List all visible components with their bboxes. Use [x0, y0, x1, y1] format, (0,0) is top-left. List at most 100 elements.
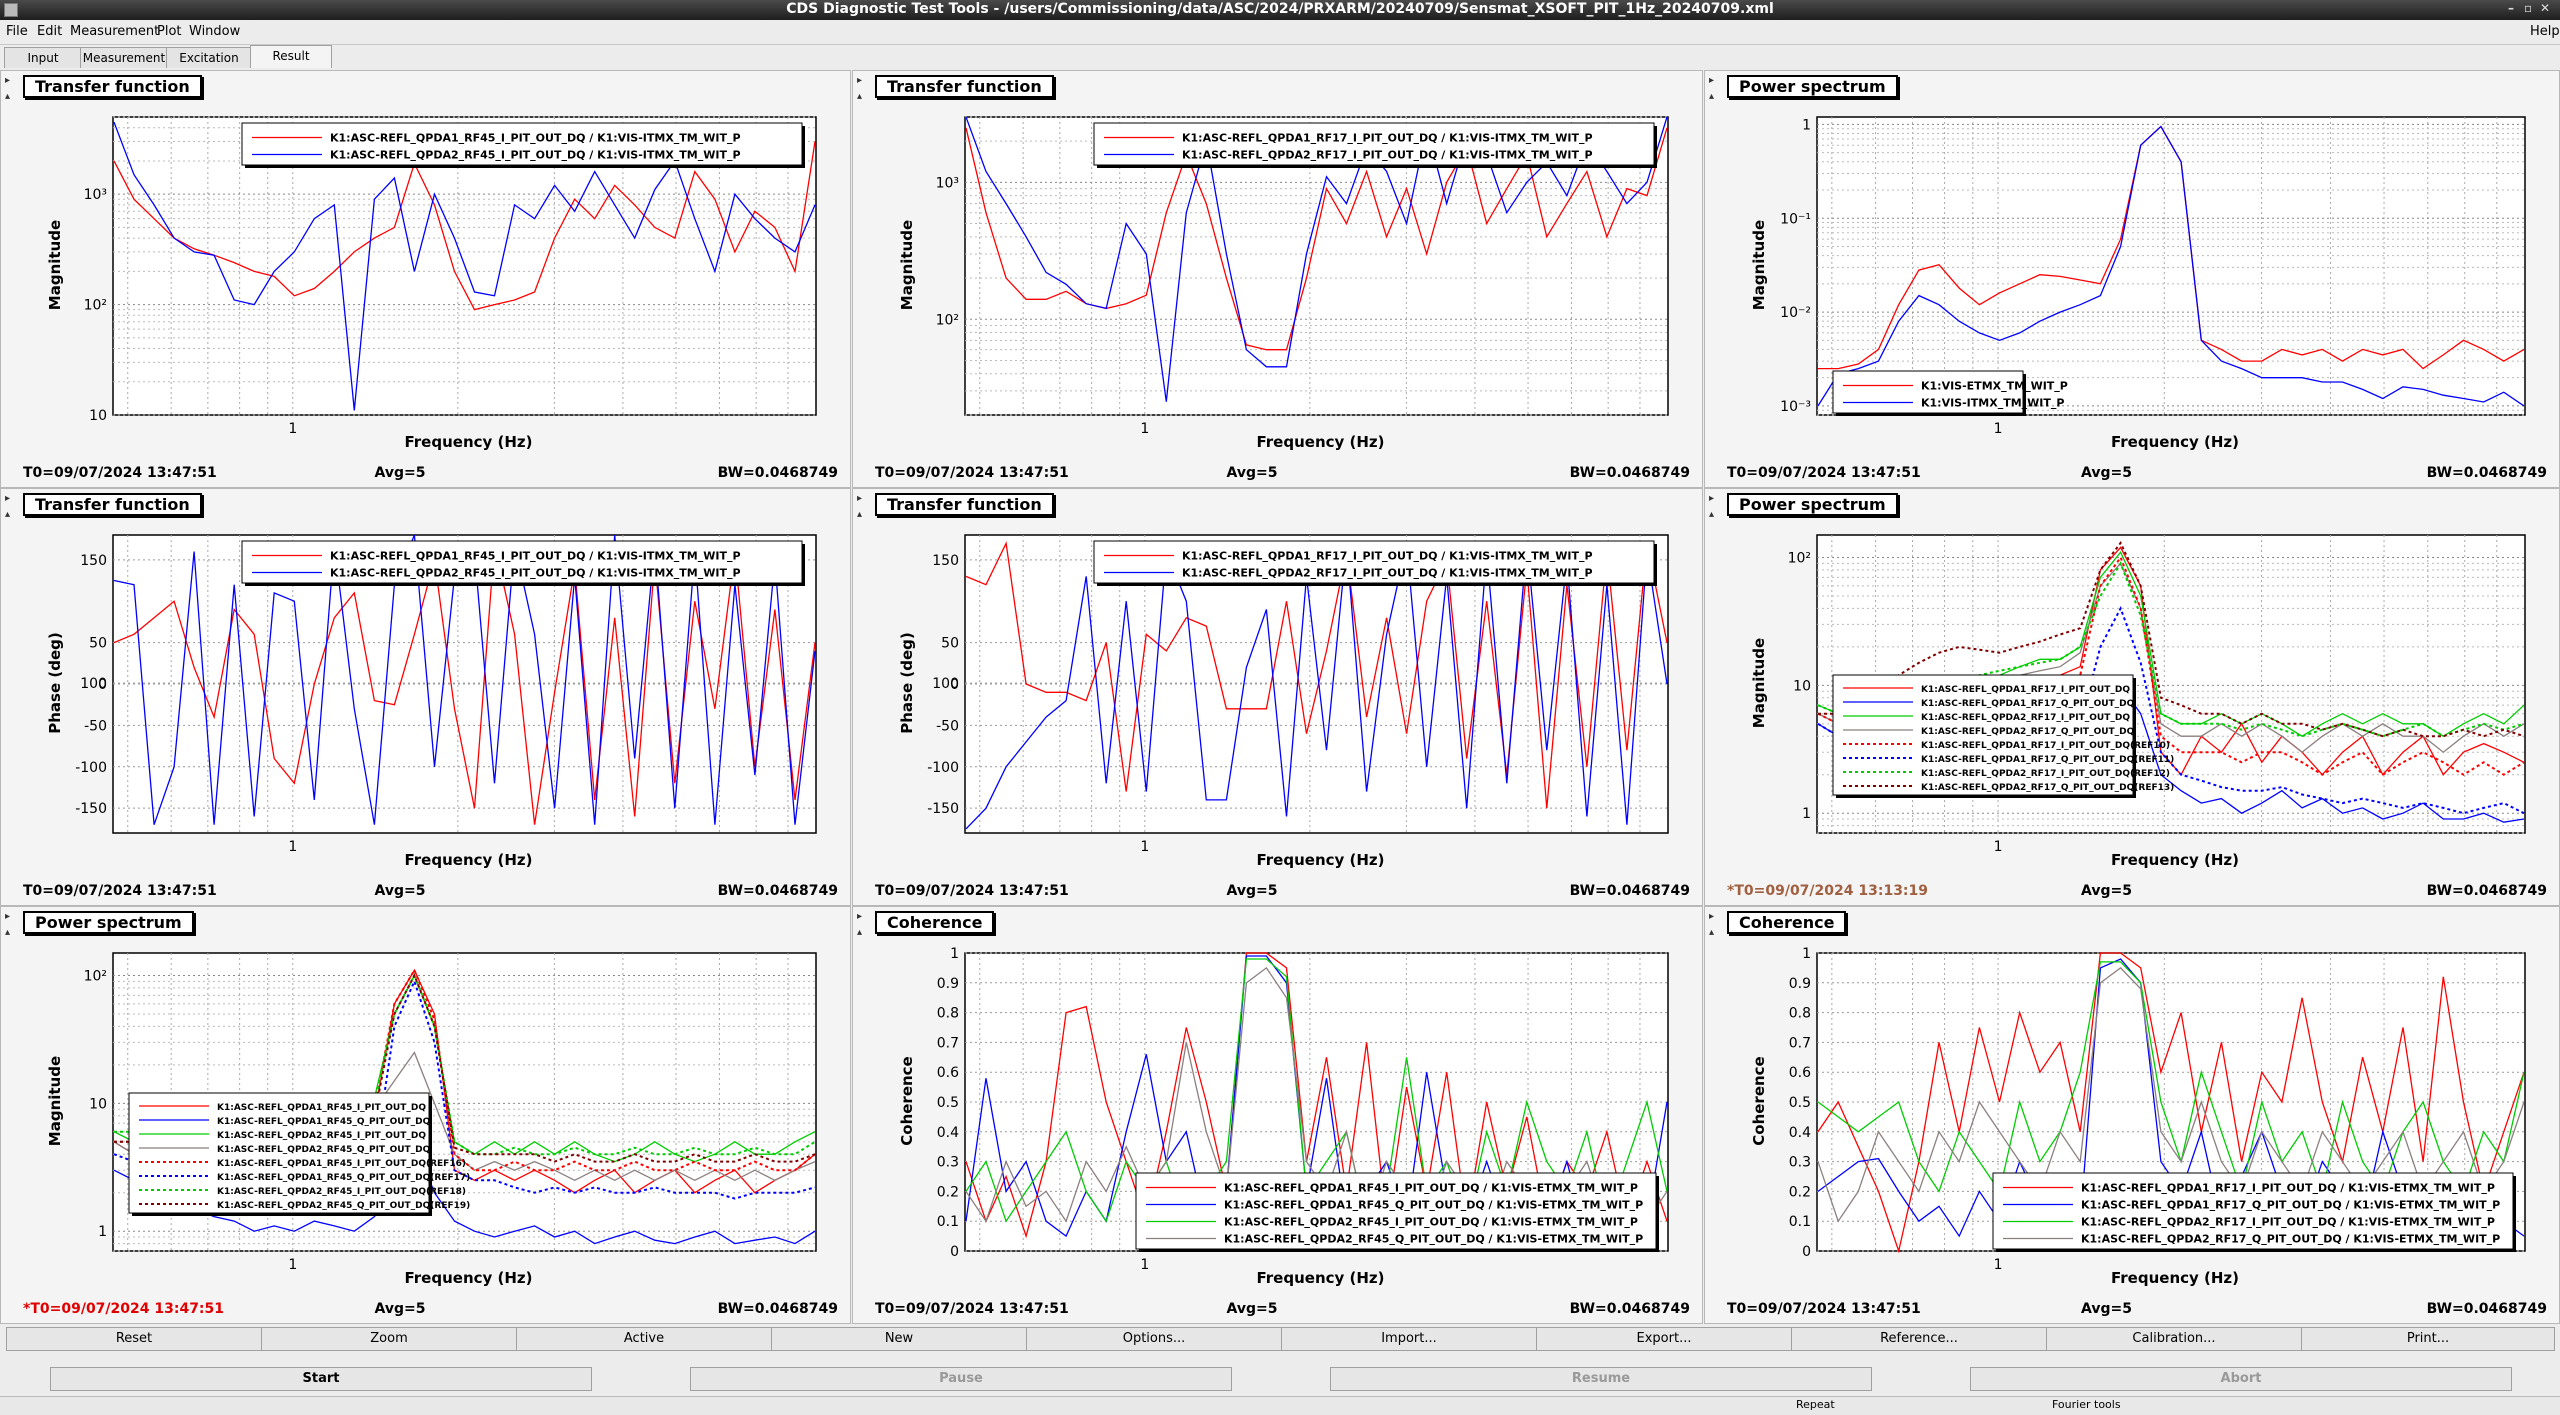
plot-area[interactable]: 150 100 50 0 -50 -100 -150 1 K1:ASC-REFL_QPDA1_R… — [75, 534, 817, 855]
maximize-icon[interactable]: ▫ — [2524, 1, 2533, 15]
collapse-arrow-icon[interactable]: ▴ — [857, 509, 863, 520]
legend-entry: K1:ASC-REFL_QPDA2_RF45_Q_PIT_OUT_DQ / K1… — [1224, 1233, 1643, 1246]
average-count-label: Avg=5 — [374, 465, 426, 481]
start-button[interactable]: Start — [50, 1367, 592, 1391]
average-count-label: Avg=5 — [1226, 465, 1278, 481]
plot-panel-9[interactable]: Coherence ▸ ▴ Coherence Frequency (Hz) T0=09/… — [1704, 906, 2560, 1324]
collapse-arrow-icon[interactable]: ▴ — [1709, 927, 1715, 938]
legend-entry: K1:VIS-ITMX_TM_WIT_P — [1921, 397, 2064, 410]
expand-arrow-icon[interactable]: ▸ — [857, 493, 863, 504]
collapse-arrow-icon[interactable]: ▴ — [857, 91, 863, 102]
y-tick-label: -150 — [927, 801, 959, 817]
collapse-arrow-icon[interactable]: ▴ — [857, 927, 863, 938]
plot-panel-7[interactable]: Power spectrum ▸ ▴ Magnitude Frequency (Hz) *… — [0, 906, 851, 1324]
plot-area[interactable]: 10 10² 10³ 1 K1:ASC-REFL_QPDA1_RF45_I_PIT_OU… — [84, 116, 817, 437]
y-tick-label: 10² — [84, 298, 107, 314]
reset-button[interactable]: Reset — [6, 1327, 262, 1351]
start-time-label: *T0=09/07/2024 13:13:19 — [1727, 883, 1929, 899]
legend-entry: K1:ASC-REFL_QPDA2_RF17_Q_PIT_OUT_DQ — [1921, 727, 2135, 737]
collapse-arrow-icon[interactable]: ▴ — [5, 91, 11, 102]
plot-area[interactable]: 1 10 10² 1 K1:ASC-REFL_QPDA1_RF17_I_PIT_OUT_… — [1788, 534, 2526, 855]
plot-area[interactable]: 150 100 50 0 -50 -100 -150 1 K1:ASC-REFL_QPDA1_R… — [927, 534, 1669, 855]
resume-button[interactable]: Resume — [1330, 1367, 1872, 1391]
y-axis-label: Magnitude — [1750, 219, 1768, 311]
export-button[interactable]: Export... — [1536, 1327, 1792, 1351]
close-icon[interactable]: ✕ — [2540, 1, 2551, 15]
expand-arrow-icon[interactable]: ▸ — [1709, 911, 1715, 922]
reference-button[interactable]: Reference... — [1791, 1327, 2047, 1351]
plot-area[interactable]: 1 10 10² 1 K1:ASC-REFL_QPDA1_RF45_I_PIT_OUT_… — [84, 952, 817, 1273]
expand-arrow-icon[interactable]: ▸ — [857, 75, 863, 86]
y-tick-label: 10² — [1788, 551, 1811, 567]
minimize-icon[interactable]: – — [2508, 1, 2514, 15]
legend-entry: K1:ASC-REFL_QPDA2_RF45_Q_PIT_OUT_DQ(REF1… — [217, 1201, 470, 1211]
average-count-label: Avg=5 — [2081, 1301, 2132, 1317]
menu-window[interactable]: Window — [189, 24, 241, 39]
legend-entry: K1:ASC-REFL_QPDA1_RF45_I_PIT_OUT_DQ(REF1… — [217, 1159, 466, 1169]
plot-panel-5[interactable]: Transfer function ▸ ▴ Phase (deg) Frequency … — [852, 488, 1703, 906]
plot-area[interactable]: 0 0.1 0.2 0.3 0.4 0.5 0.6 0.7 0.8 0.9 1 1 K1:ASC-REF… — [937, 946, 1669, 1273]
plot-panel-4[interactable]: Transfer function ▸ ▴ Phase (deg) Frequency … — [0, 488, 851, 906]
x-tick-label: 1 — [1140, 421, 1149, 437]
series-line-1 — [113, 141, 816, 311]
expand-arrow-icon[interactable]: ▸ — [5, 75, 11, 86]
legend-entry: K1:ASC-REFL_QPDA1_RF17_I_PIT_OUT_DQ(REF1… — [1921, 741, 2170, 751]
expand-arrow-icon[interactable]: ▸ — [5, 493, 11, 504]
expand-arrow-icon[interactable]: ▸ — [1709, 493, 1715, 504]
tab-bar: Input Measurement Excitation Result — [0, 45, 2560, 69]
start-time-label: T0=09/07/2024 13:47:51 — [1727, 1301, 1921, 1317]
pause-button[interactable]: Pause — [690, 1367, 1232, 1391]
plot-panel-6[interactable]: Power spectrum ▸ ▴ Magnitude Frequency (Hz) *… — [1704, 488, 2560, 906]
legend-entry: K1:ASC-REFL_QPDA2_RF45_I_PIT_OUT_DQ — [217, 1131, 426, 1141]
legend-entry: K1:ASC-REFL_QPDA1_RF17_Q_PIT_OUT_DQ / K1… — [2081, 1199, 2500, 1212]
tab-measurement[interactable]: Measurement — [80, 47, 168, 68]
active-button[interactable]: Active — [516, 1327, 772, 1351]
menu-file[interactable]: File — [6, 24, 28, 39]
plot-area[interactable]: 0 0.1 0.2 0.3 0.4 0.5 0.6 0.7 0.8 0.9 1 1 K1:ASC-REF… — [1789, 946, 2526, 1273]
menu-plot[interactable]: Plot — [157, 24, 182, 39]
y-tick-label: 50 — [941, 636, 959, 652]
x-axis-label: Frequency (Hz) — [1256, 433, 1385, 451]
zoom-button[interactable]: Zoom — [261, 1327, 517, 1351]
collapse-arrow-icon[interactable]: ▴ — [5, 927, 11, 938]
abort-button[interactable]: Abort — [1970, 1367, 2512, 1391]
bandwidth-label: BW=0.0468749 — [1569, 883, 1690, 899]
expand-arrow-icon[interactable]: ▸ — [857, 911, 863, 922]
menu-help[interactable]: Help — [2530, 24, 2560, 39]
average-count-label: Avg=5 — [374, 1301, 426, 1317]
plot-area[interactable]: 10² 10³ 1 K1:ASC-REFL_QPDA1_RF17_I_PIT_OUT_… — [936, 116, 1669, 437]
plot-panel-1[interactable]: Transfer function ▸ ▴ Magnitude Frequency (H… — [0, 70, 851, 488]
plot-panel-2[interactable]: Transfer function ▸ ▴ Magnitude Frequency (H… — [852, 70, 1703, 488]
y-tick-label: 100 — [932, 676, 959, 692]
average-count-label: Avg=5 — [1226, 883, 1278, 899]
options-button[interactable]: Options... — [1026, 1327, 1282, 1351]
tab-input[interactable]: Input — [4, 47, 82, 68]
y-tick-label: 0.2 — [937, 1184, 959, 1200]
plot-panel-3[interactable]: Power spectrum ▸ ▴ Magnitude Frequency (Hz) T… — [1704, 70, 2560, 488]
plot-panel-8[interactable]: Coherence ▸ ▴ Coherence Frequency (Hz) T0=09/… — [852, 906, 1703, 1324]
y-tick-label: 10 — [89, 408, 107, 424]
expand-arrow-icon[interactable]: ▸ — [1709, 75, 1715, 86]
y-axis-label: Magnitude — [898, 219, 916, 311]
new-button[interactable]: New — [771, 1327, 1027, 1351]
series-line-2 — [1817, 125, 2525, 407]
print-button[interactable]: Print... — [2301, 1327, 2555, 1351]
collapse-arrow-icon[interactable]: ▴ — [5, 509, 11, 520]
calibration-button[interactable]: Calibration... — [2046, 1327, 2302, 1351]
menu-measurement[interactable]: Measurement — [70, 24, 160, 39]
tab-excitation[interactable]: Excitation — [166, 47, 252, 68]
tab-result[interactable]: Result — [250, 45, 332, 68]
collapse-arrow-icon[interactable]: ▴ — [1709, 91, 1715, 102]
y-tick-label: 10⁻² — [1780, 305, 1811, 321]
import-button[interactable]: Import... — [1281, 1327, 1537, 1351]
plot-title: Coherence — [1727, 911, 1847, 934]
legend-entry: K1:ASC-REFL_QPDA1_RF17_I_PIT_OUT_DQ / K1… — [1182, 132, 1593, 145]
expand-arrow-icon[interactable]: ▸ — [5, 911, 11, 922]
collapse-arrow-icon[interactable]: ▴ — [1709, 509, 1715, 520]
menu-edit[interactable]: Edit — [37, 24, 63, 39]
plot-area[interactable]: 10⁻³ 10⁻² 10⁻¹ 1 1 K1:VIS-ETMX_TM_WIT_P K1:VIS… — [1780, 116, 2526, 437]
legend-entry: K1:VIS-ETMX_TM_WIT_P — [1921, 380, 2068, 393]
legend-entry: K1:ASC-REFL_QPDA2_RF17_I_PIT_OUT_DQ — [1921, 713, 2130, 723]
series-line-1 — [965, 541, 1668, 809]
legend-entry: K1:ASC-REFL_QPDA2_RF17_Q_PIT_OUT_DQ(REF1… — [1921, 783, 2174, 793]
